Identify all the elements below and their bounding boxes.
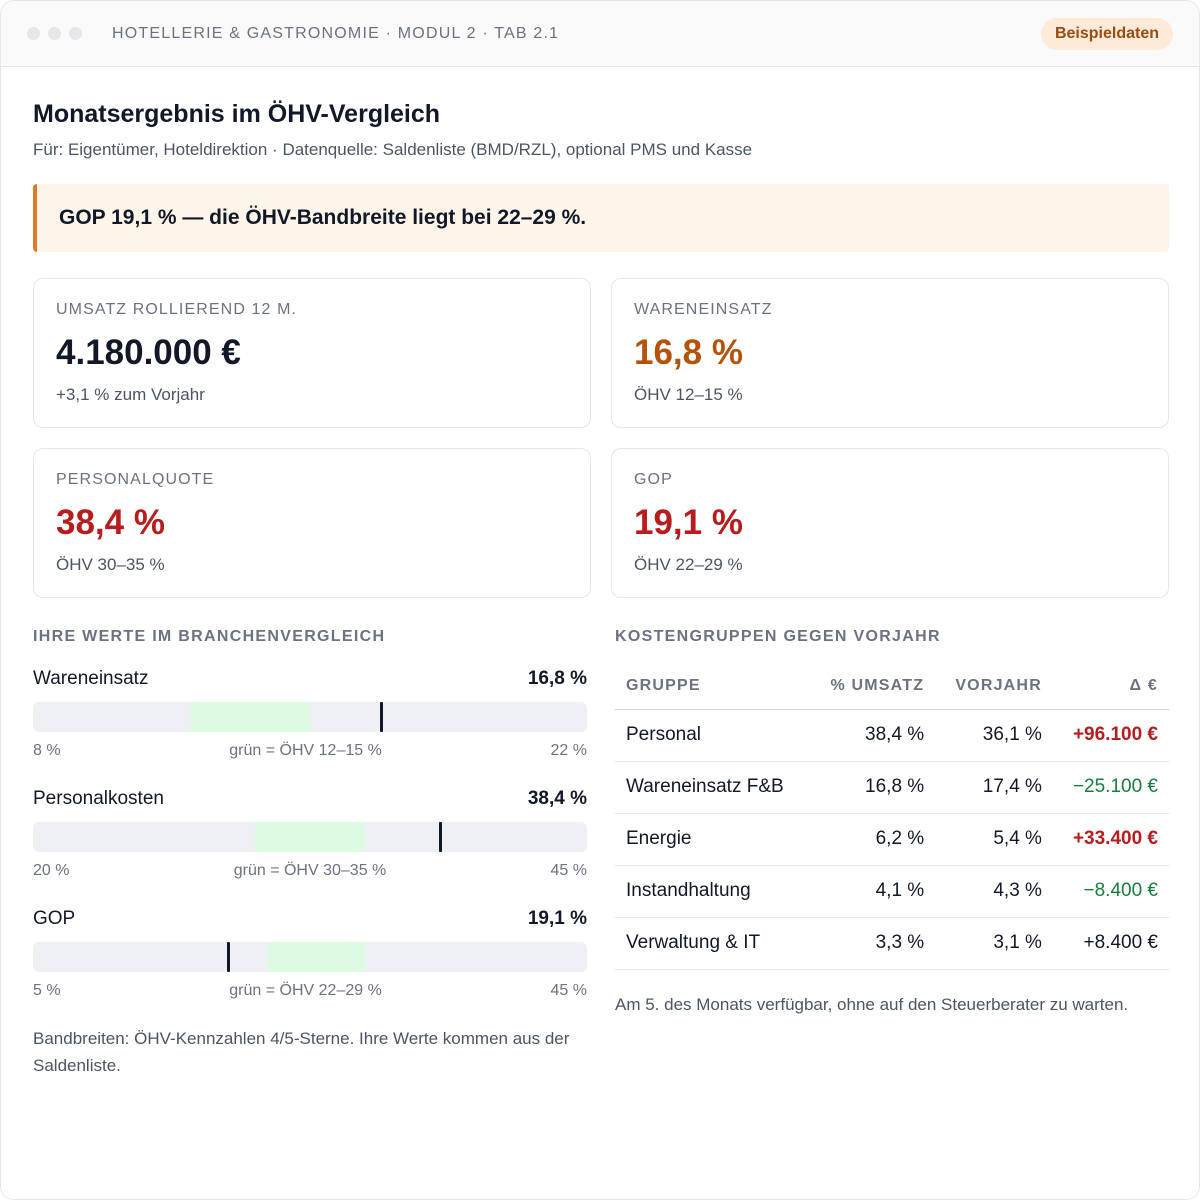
cell-delta: +8.400 €: [1052, 917, 1169, 970]
benchmark-metric-personalkosten: Personalkosten 38,4 % 20 % grün = ÖHV 30…: [33, 788, 587, 880]
scale-max: 45 %: [550, 982, 587, 999]
cell-share: 3,3 %: [809, 917, 936, 970]
kpi-card-gop: GOP 19,1 % ÖHV 22–29 %: [611, 448, 1169, 598]
kpi-card-personnel: PERSONALQUOTE 38,4 % ÖHV 30–35 %: [33, 448, 591, 598]
benchmark-metric-gop: GOP 19,1 % 5 % grün = ÖHV 22–29 % 45 %: [33, 908, 587, 1000]
kpi-value: 4.180.000 €: [56, 333, 241, 372]
sample-data-badge: Beispieldaten: [1040, 18, 1173, 50]
benchmark-band: [268, 942, 366, 972]
metric-value: 38,4 %: [527, 788, 587, 809]
band-legend: grün = ÖHV 22–29 %: [229, 982, 382, 999]
kpi-sub: +3,1 % zum Vorjahr: [56, 385, 205, 404]
table-row: Wareneinsatz F&B 16,8 % 17,4 % −25.100 €: [615, 761, 1169, 814]
kpi-label: PERSONALQUOTE: [56, 471, 215, 488]
cell-group: Verwaltung & IT: [615, 917, 810, 970]
benchmark-bar: [33, 702, 587, 732]
scale-min: 8 %: [33, 742, 61, 759]
cost-groups-note: Am 5. des Monats verfügbar, ohne auf den…: [615, 995, 1129, 1014]
cell-group: Energie: [615, 813, 810, 866]
table-row: Instandhaltung 4,1 % 4,3 % −8.400 €: [615, 865, 1169, 918]
callout-text: GOP 19,1 % — die ÖHV-Bandbreite liegt be…: [59, 206, 587, 229]
scale-max: 22 %: [550, 742, 587, 759]
window-controls: [27, 27, 82, 40]
cell-previous-year: 5,4 %: [935, 813, 1053, 866]
column-header-share: % UMSATZ: [809, 663, 936, 710]
cell-share: 38,4 %: [809, 709, 936, 762]
kpi-card-cost-of-goods: WARENEINSATZ 16,8 % ÖHV 12–15 %: [611, 278, 1169, 428]
metric-value: 16,8 %: [527, 668, 587, 689]
table-row: Personal 38,4 % 36,1 % +96.100 €: [615, 709, 1169, 762]
breadcrumb: HOTELLERIE & GASTRONOMIE · MODUL 2 · TAB…: [112, 24, 560, 42]
benchmark-metric-wareneinsatz: Wareneinsatz 16,8 % 8 % grün = ÖHV 12–15…: [33, 668, 587, 760]
kpi-label: GOP: [634, 471, 673, 488]
value-marker: [379, 702, 383, 732]
value-marker: [439, 822, 443, 852]
kpi-label: UMSATZ ROLLIEREND 12 M.: [56, 301, 298, 318]
column-header-group: GRUPPE: [615, 663, 810, 710]
cell-delta: −8.400 €: [1052, 865, 1169, 918]
cell-share: 6,2 %: [809, 813, 936, 866]
cell-previous-year: 4,3 %: [935, 865, 1053, 918]
cell-previous-year: 36,1 %: [935, 709, 1053, 762]
metric-value: 19,1 %: [527, 908, 587, 929]
kpi-label: WARENEINSATZ: [634, 301, 773, 318]
benchmark-bar: [33, 942, 587, 972]
kpi-sub: ÖHV 12–15 %: [634, 385, 743, 404]
metric-name: Personalkosten: [33, 788, 164, 809]
benchmark-note: Bandbreiten: ÖHV-Kennzahlen 4/5-Sterne. …: [33, 1029, 570, 1075]
cell-group: Instandhaltung: [615, 865, 810, 918]
benchmark-bar: [33, 822, 587, 852]
metric-name: Wareneinsatz: [33, 668, 149, 689]
band-legend: grün = ÖHV 30–35 %: [233, 862, 387, 879]
benchmark-band: [191, 702, 310, 732]
cell-delta: −25.100 €: [1052, 761, 1169, 814]
cell-share: 16,8 %: [809, 761, 936, 814]
cell-group: Personal: [615, 709, 810, 762]
benchmark-heading: IHRE WERTE IM BRANCHENVERGLEICH: [33, 628, 386, 645]
table-header-row: GRUPPE % UMSATZ VORJAHR Δ €: [615, 663, 1169, 710]
column-header-previous-year: VORJAHR: [935, 663, 1053, 710]
minimize-window-dot[interactable]: [48, 27, 61, 40]
kpi-value: 38,4 %: [56, 503, 165, 542]
cell-previous-year: 17,4 %: [935, 761, 1053, 814]
value-marker: [226, 942, 230, 972]
maximize-window-dot[interactable]: [69, 27, 82, 40]
cell-share: 4,1 %: [809, 865, 936, 918]
scale-min: 5 %: [33, 982, 61, 999]
kpi-sub: ÖHV 30–35 %: [56, 555, 165, 574]
page-title: Monatsergebnis im ÖHV-Vergleich: [33, 100, 441, 128]
kpi-value: 19,1 %: [634, 503, 743, 542]
kpi-sub: ÖHV 22–29 %: [634, 555, 743, 574]
metric-name: GOP: [33, 908, 76, 929]
cell-previous-year: 3,1 %: [935, 917, 1053, 970]
table-row: Energie 6,2 % 5,4 % +33.400 €: [615, 813, 1169, 866]
cell-delta: +96.100 €: [1052, 709, 1169, 762]
kpi-value: 16,8 %: [634, 333, 743, 372]
benchmark-band: [254, 822, 366, 852]
band-legend: grün = ÖHV 12–15 %: [229, 742, 382, 759]
column-header-delta: Δ €: [1052, 663, 1169, 710]
cell-delta: +33.400 €: [1052, 813, 1169, 866]
gop-callout: GOP 19,1 % — die ÖHV-Bandbreite liegt be…: [33, 184, 1169, 252]
cost-groups-table: GRUPPE % UMSATZ VORJAHR Δ € Personal 38,4…: [615, 663, 1169, 970]
table-row: Verwaltung & IT 3,3 % 3,1 % +8.400 €: [615, 917, 1169, 970]
title-bar: HOTELLERIE & GASTRONOMIE · MODUL 2 · TAB…: [1, 1, 1199, 67]
kpi-card-revenue: UMSATZ ROLLIEREND 12 M. 4.180.000 € +3,1…: [33, 278, 591, 428]
scale-min: 20 %: [33, 862, 70, 879]
scale-max: 45 %: [550, 862, 587, 879]
close-window-dot[interactable]: [27, 27, 40, 40]
cell-group: Wareneinsatz F&B: [615, 761, 810, 814]
cost-groups-heading: KOSTENGRUPPEN GEGEN VORJAHR: [615, 628, 941, 645]
page-subtitle: Für: Eigentümer, Hoteldirektion · Datenq…: [33, 140, 753, 159]
